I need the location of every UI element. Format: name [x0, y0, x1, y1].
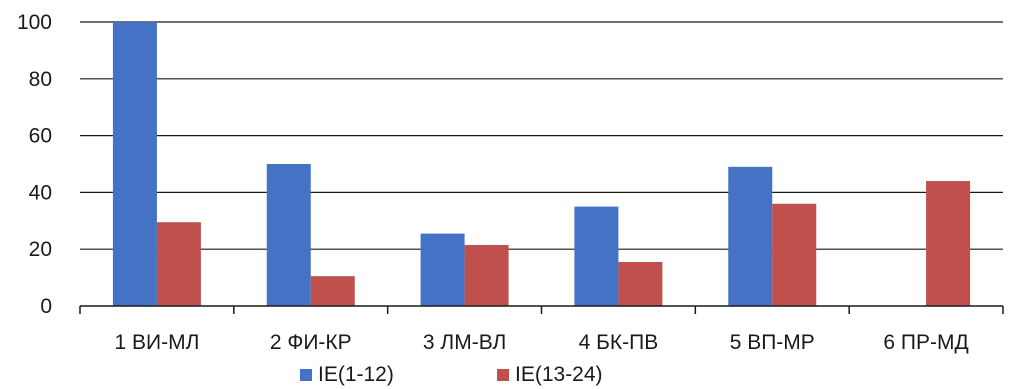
legend: IE(1-12) IE(13-24)	[300, 363, 603, 386]
x-category-label: 4 БК-ПВ	[579, 331, 659, 354]
bar-2-4	[618, 261, 663, 306]
bar-2-2	[310, 276, 355, 306]
y-tick-label: 0	[40, 295, 52, 318]
y-tick-label: 100	[17, 11, 52, 34]
y-tick-label: 40	[29, 181, 52, 204]
bar-2-3	[464, 244, 509, 306]
y-axis-tick-labels: 0 20 40 60 80 100	[17, 11, 52, 318]
legend-label: IE(1-12)	[318, 363, 394, 386]
x-axis-category-labels: 1 ВИ-МЛ 2 ФИ-КР 3 ЛМ-ВЛ 4 БК-ПВ 5 ВП-МР 6 ПР-…	[114, 331, 968, 354]
bar-2-6	[926, 181, 971, 306]
bar-2-1	[156, 222, 201, 306]
x-category-label: 6 ПР-МД	[883, 331, 968, 354]
bar-1-4	[574, 206, 619, 306]
y-tick-label: 20	[29, 238, 52, 261]
gridlines	[80, 21, 1003, 250]
bar-1-2	[266, 164, 311, 306]
legend-swatch	[300, 369, 312, 381]
y-tick-label: 80	[29, 68, 52, 91]
x-axis	[79, 305, 1004, 314]
bar-1-3	[420, 233, 465, 306]
y-tick-label: 60	[29, 125, 52, 148]
bar-2-5	[772, 203, 817, 306]
x-category-label: 5 ВП-МР	[730, 331, 815, 354]
legend-swatch	[497, 369, 509, 381]
x-category-label: 1 ВИ-МЛ	[114, 331, 199, 354]
x-category-label: 3 ЛМ-ВЛ	[423, 331, 506, 354]
x-category-label: 2 ФИ-КР	[270, 331, 352, 354]
bars-group	[112, 22, 971, 306]
bar-1-1	[112, 22, 157, 306]
legend-label: IE(13-24)	[515, 363, 603, 386]
bar-1-5	[728, 166, 773, 306]
